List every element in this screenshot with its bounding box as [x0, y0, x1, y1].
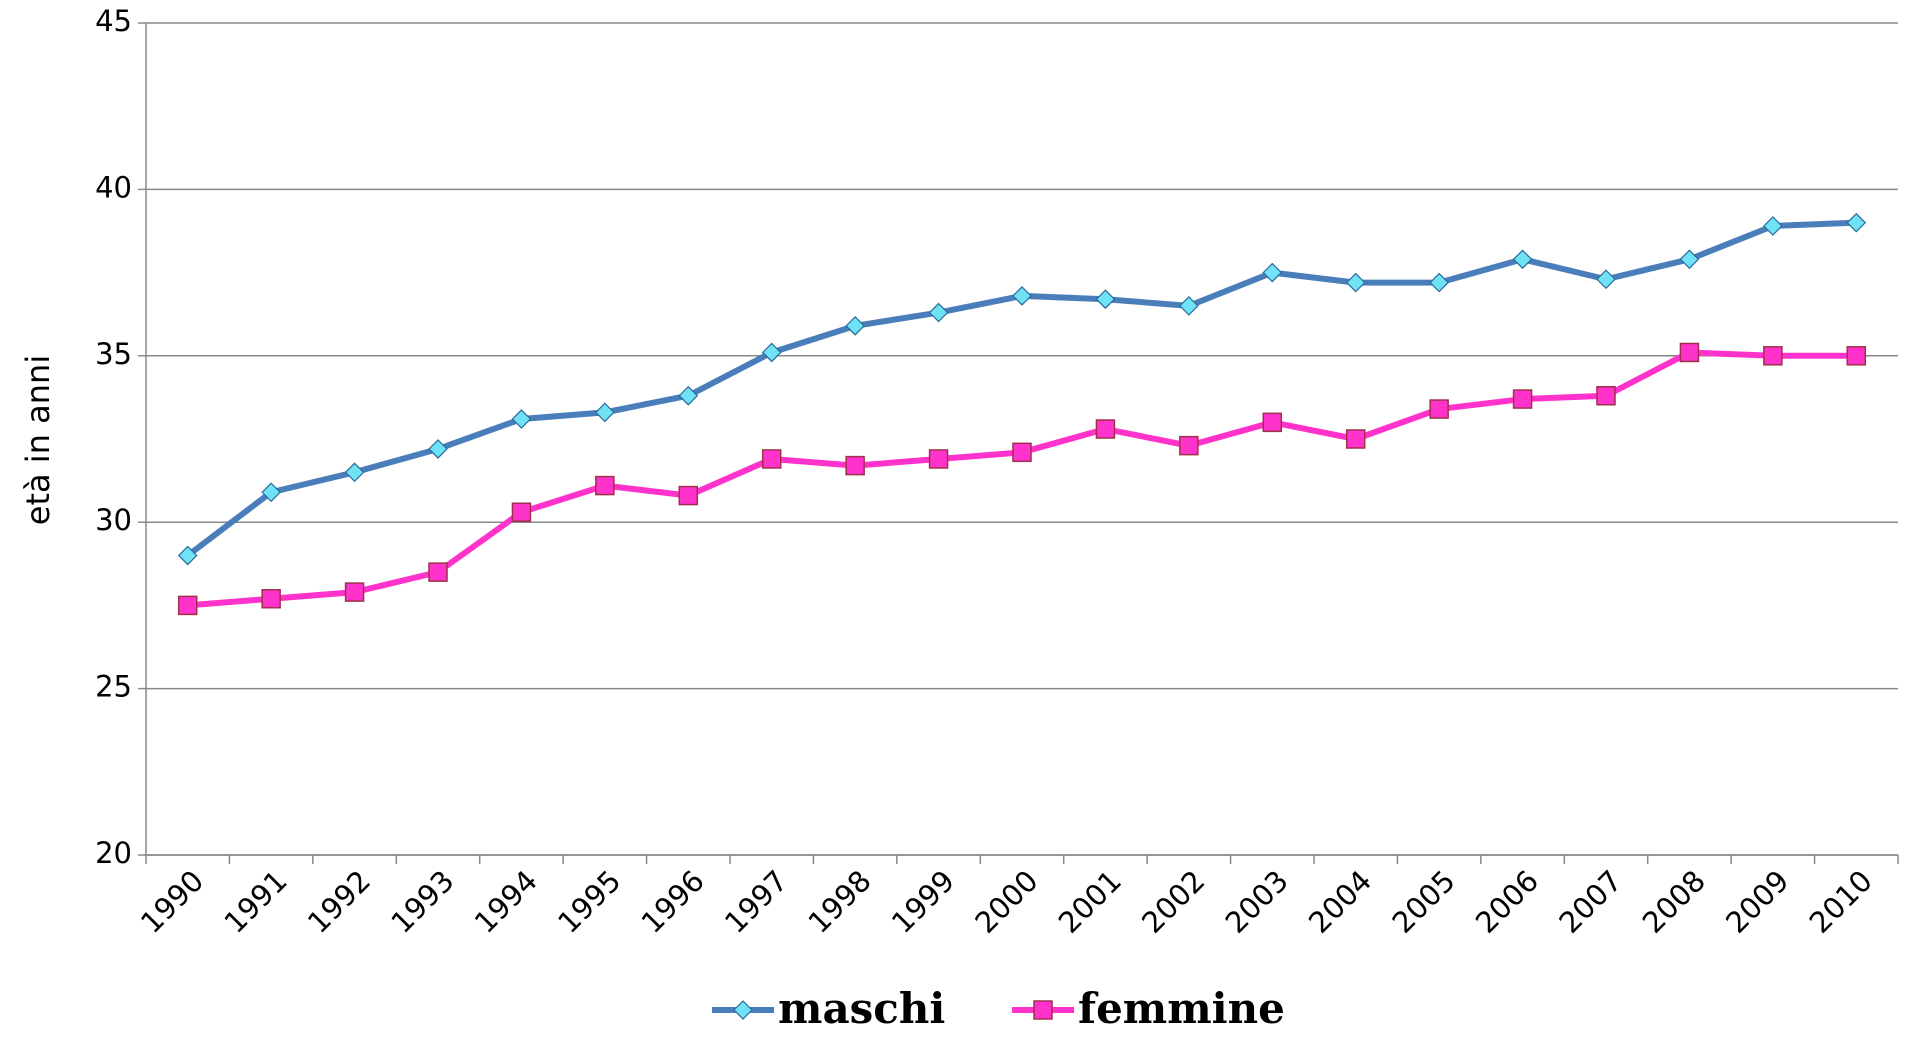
marker [511, 409, 532, 429]
x-tick-label: 1996 [635, 864, 711, 940]
marker [1095, 289, 1116, 310]
marker [177, 545, 198, 566]
marker [1429, 399, 1449, 419]
legend-marker [1033, 1000, 1053, 1020]
x-tick-label: 2005 [1386, 864, 1462, 940]
marker [177, 595, 198, 616]
x-tick-label: 1995 [551, 864, 627, 940]
x-tick-label: 1993 [384, 864, 460, 940]
marker [1095, 419, 1116, 439]
x-tick-label: 2006 [1469, 864, 1545, 940]
y-axis-label: età in anni [19, 355, 57, 525]
marker [928, 302, 949, 323]
y-tick-label: 35 [95, 337, 132, 371]
marker [1846, 212, 1867, 233]
marker [1846, 346, 1867, 366]
marker [1179, 435, 1199, 456]
marker [428, 562, 448, 582]
legend-label: maschi [778, 984, 945, 1033]
marker [595, 475, 615, 496]
x-tick-label: 1992 [301, 864, 377, 940]
x-tick-label: 2001 [1052, 864, 1128, 940]
marker [344, 462, 365, 483]
marker [1012, 286, 1032, 306]
x-tick-label: 2010 [1803, 864, 1879, 940]
x-tick-label: 1990 [134, 864, 210, 940]
marker [1012, 442, 1032, 463]
marker [1179, 296, 1199, 316]
marker [1763, 216, 1783, 236]
marker [678, 485, 699, 506]
marker [1345, 429, 1366, 449]
marker [845, 455, 865, 476]
y-tick-label: 30 [95, 503, 132, 537]
marker [261, 588, 281, 609]
marker [1512, 389, 1533, 409]
x-tick-label: 1997 [718, 864, 794, 940]
x-tick-label: 2008 [1636, 864, 1712, 940]
marker [928, 449, 949, 469]
x-tick-label: 2007 [1552, 864, 1628, 940]
y-tick-label: 20 [95, 836, 132, 870]
marker [428, 439, 448, 459]
marker [261, 482, 281, 503]
x-tick-label: 1998 [802, 864, 878, 940]
marker [761, 449, 782, 469]
y-tick-label: 25 [95, 670, 132, 704]
x-tick-label: 1999 [885, 864, 961, 940]
marker [1429, 272, 1449, 293]
x-tick-label: 2002 [1135, 864, 1211, 940]
y-tick-label: 40 [95, 170, 132, 204]
y-tick-label: 45 [95, 4, 132, 38]
marker [1345, 272, 1366, 293]
x-tick-label: 1991 [218, 864, 294, 940]
x-tick-label: 2003 [1219, 864, 1295, 940]
x-tick-label: 2004 [1302, 864, 1378, 940]
marker [1679, 342, 1700, 363]
marker [1262, 412, 1283, 433]
marker [595, 402, 615, 423]
marker [678, 385, 699, 406]
marker [761, 342, 782, 363]
marker [511, 502, 532, 522]
marker [1262, 262, 1283, 283]
x-tick-label: 2009 [1719, 864, 1795, 940]
marker [344, 582, 365, 602]
marker [1596, 385, 1616, 406]
legend-label: femmine [1078, 984, 1285, 1033]
x-tick-label: 2000 [968, 864, 1044, 940]
legend-marker [733, 1000, 753, 1020]
marker [1679, 249, 1700, 270]
marker [1596, 269, 1616, 290]
marker [1512, 249, 1533, 270]
marker [845, 315, 865, 336]
marker [1763, 346, 1783, 366]
x-tick-label: 1994 [468, 864, 544, 940]
